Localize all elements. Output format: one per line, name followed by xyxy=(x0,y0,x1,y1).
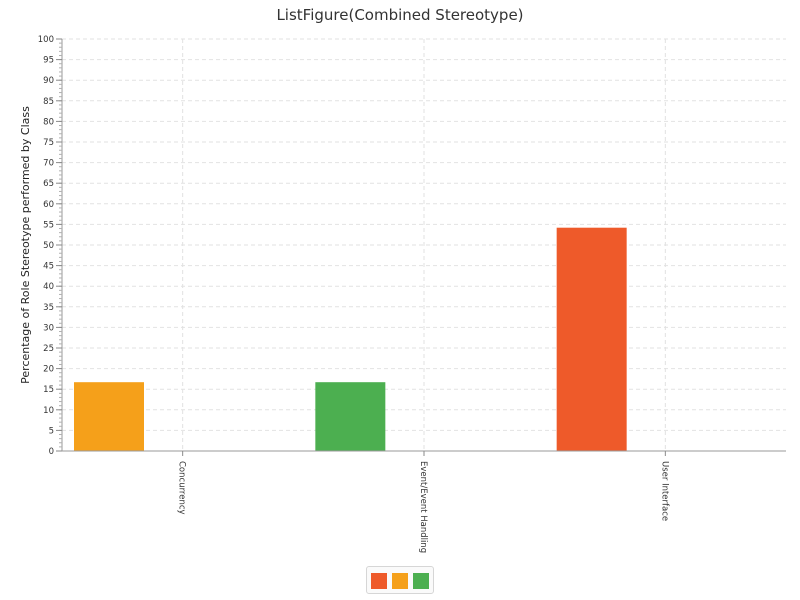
y-tick-label: 15 xyxy=(43,385,54,395)
y-tick-label: 75 xyxy=(43,138,54,148)
y-tick-label: 65 xyxy=(43,179,54,189)
legend-swatch xyxy=(413,573,429,589)
y-tick-label: 90 xyxy=(43,76,54,86)
y-tick-label: 70 xyxy=(43,159,54,169)
y-tick-label: 95 xyxy=(43,56,54,66)
y-tick-label: 80 xyxy=(43,117,54,127)
y-axis-title: Percentage of Role Stereotype performed … xyxy=(19,106,32,384)
y-tick-label: 5 xyxy=(49,426,54,436)
y-tick-label: 35 xyxy=(43,303,54,313)
y-tick-label: 0 xyxy=(49,447,54,457)
x-tick-label: Event/Event Handling xyxy=(418,461,428,553)
y-tick-label: 85 xyxy=(43,97,54,107)
y-tick-label: 60 xyxy=(43,200,54,210)
y-tick-label: 20 xyxy=(43,365,54,375)
legend xyxy=(366,566,434,594)
y-tick-label: 10 xyxy=(43,406,54,416)
x-tick-label: Concurrency xyxy=(177,461,187,515)
x-tick-label: User Interface xyxy=(659,461,669,521)
y-tick-label: 50 xyxy=(43,241,54,251)
bar-user-interface xyxy=(556,227,627,451)
chart-title: ListFigure(Combined Stereotype) xyxy=(276,6,524,24)
legend-swatch xyxy=(392,573,408,589)
y-tick-label: 25 xyxy=(43,344,54,354)
legend-swatch xyxy=(371,573,387,589)
y-tick-label: 30 xyxy=(43,323,54,333)
bar-event-event-handling xyxy=(315,382,386,451)
y-tick-label: 45 xyxy=(43,262,54,272)
bar-concurrency xyxy=(74,382,144,451)
y-tick-label: 40 xyxy=(43,282,54,292)
y-tick-label: 100 xyxy=(38,35,54,45)
y-tick-label: 55 xyxy=(43,220,54,230)
